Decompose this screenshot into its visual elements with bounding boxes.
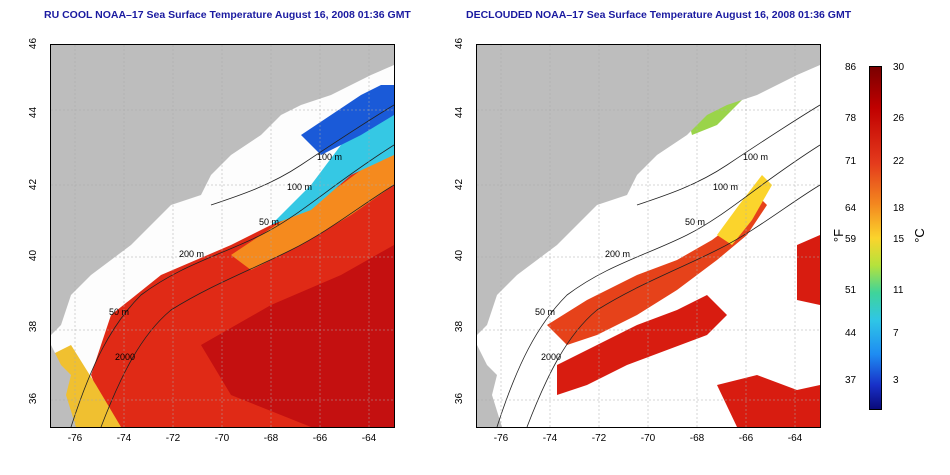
mid-water-band xyxy=(717,175,772,245)
land-mass xyxy=(477,45,820,335)
fahrenheit-tick-label: 64 xyxy=(845,203,857,214)
fahrenheit-tick-label: 78 xyxy=(845,113,857,124)
fahrenheit-tick-label: 59 xyxy=(845,234,857,245)
temperature-colorbar xyxy=(869,66,882,410)
warm-water-band xyxy=(547,195,767,345)
latitude-tick-label: 44 xyxy=(454,106,466,119)
longitude-tick-label: -68 xyxy=(689,433,705,444)
contour-2000m xyxy=(100,184,394,427)
contour-100m xyxy=(210,104,394,206)
warm-water-patch xyxy=(557,295,727,395)
cold-water xyxy=(301,85,394,155)
hot-water xyxy=(201,245,394,427)
cool-water xyxy=(271,105,394,225)
latitude-tick-label: 40 xyxy=(28,249,40,262)
contour-label: 200 m xyxy=(605,249,630,259)
contour-label: 100 m xyxy=(287,182,312,192)
longitude-tick-label: -76 xyxy=(493,433,509,444)
contour-label: 50 m xyxy=(535,307,555,317)
latitude-tick-label: 40 xyxy=(454,249,466,262)
longitude-tick-label: -70 xyxy=(214,433,230,444)
fahrenheit-tick-label: 71 xyxy=(845,156,857,167)
celsius-tick-label: 22 xyxy=(893,156,905,167)
longitude-tick-label: -66 xyxy=(738,433,754,444)
latitude-tick-label: 44 xyxy=(28,106,40,119)
latitude-tick-label: 38 xyxy=(28,320,40,333)
contour-label: 50 m xyxy=(109,307,129,317)
contour-200m xyxy=(496,144,820,427)
celsius-tick-label: 30 xyxy=(893,62,905,73)
longitude-tick-label: -72 xyxy=(591,433,607,444)
longitude-tick-label: -70 xyxy=(640,433,656,444)
latitude-tick-label: 42 xyxy=(454,178,466,191)
celsius-tick-label: 26 xyxy=(893,113,905,124)
fahrenheit-unit: °F xyxy=(831,228,847,243)
contour-label: 200 m xyxy=(179,249,204,259)
warm-water-east xyxy=(797,235,820,305)
fahrenheit-tick-label: 44 xyxy=(845,328,857,339)
longitude-tick-label: -64 xyxy=(787,433,803,444)
longitude-tick-label: -68 xyxy=(263,433,279,444)
longitude-tick-label: -72 xyxy=(165,433,181,444)
latitude-tick-label: 46 xyxy=(454,37,466,50)
contour-label: 2000 xyxy=(541,352,561,362)
right-sst-map: 100 m 100 m 50 m 200 m 50 m 2000 xyxy=(476,44,821,428)
latitude-tick-label: 42 xyxy=(28,178,40,191)
celsius-tick-label: 3 xyxy=(893,375,899,386)
contour-label: 100 m xyxy=(713,182,738,192)
contour-label: 100 m xyxy=(317,152,342,162)
left-map-title: RU COOL NOAA–17 Sea Surface Temperature … xyxy=(44,9,411,21)
celsius-tick-label: 15 xyxy=(893,234,905,245)
celsius-tick-label: 18 xyxy=(893,203,905,214)
celsius-tick-label: 11 xyxy=(893,285,904,296)
latitude-tick-label: 46 xyxy=(28,37,40,50)
latitude-tick-label: 36 xyxy=(454,392,466,405)
longitude-tick-label: -66 xyxy=(312,433,328,444)
latitude-tick-label: 36 xyxy=(28,392,40,405)
longitude-tick-label: -74 xyxy=(116,433,132,444)
land-mass-south xyxy=(51,345,76,427)
fahrenheit-tick-label: 86 xyxy=(845,62,857,73)
longitude-tick-label: -76 xyxy=(67,433,83,444)
celsius-tick-label: 7 xyxy=(893,328,899,339)
longitude-tick-label: -74 xyxy=(542,433,558,444)
contour-label: 50 m xyxy=(259,217,279,227)
warm-water-southeast xyxy=(717,375,820,427)
latitude-tick-label: 38 xyxy=(454,320,466,333)
left-sst-map: 100 m 100 m 50 m 200 m 50 m 2000 xyxy=(50,44,395,428)
contour-200m xyxy=(70,144,394,427)
longitude-tick-label: -64 xyxy=(361,433,377,444)
celsius-unit: °C xyxy=(911,228,927,243)
contour-label: 50 m xyxy=(685,217,705,227)
contour-label: 100 m xyxy=(743,152,768,162)
land-mass-south xyxy=(477,345,502,427)
fahrenheit-tick-label: 37 xyxy=(845,375,857,386)
land-mass xyxy=(51,45,394,335)
contour-100m xyxy=(636,104,820,206)
contour-2000m xyxy=(526,184,820,427)
contour-label: 2000 xyxy=(115,352,135,362)
fahrenheit-tick-label: 51 xyxy=(845,285,857,296)
right-map-title: DECLOUDED NOAA–17 Sea Surface Temperatur… xyxy=(466,9,852,21)
